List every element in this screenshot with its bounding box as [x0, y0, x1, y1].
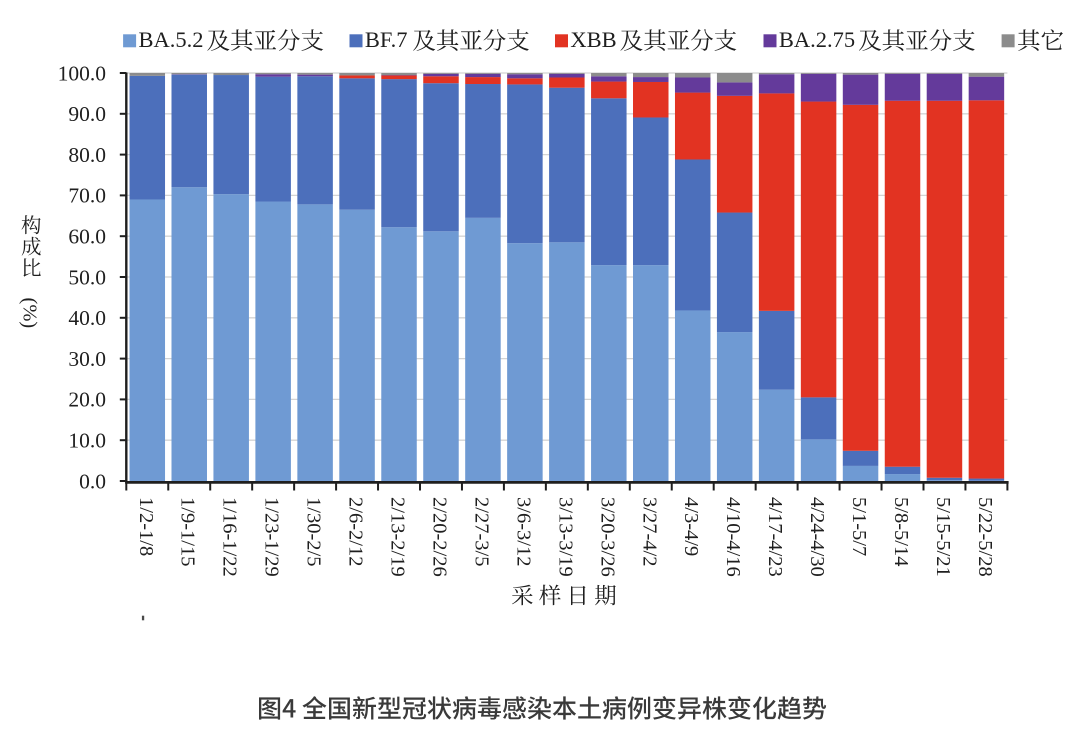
- svg-text:70.0: 70.0: [68, 184, 106, 208]
- svg-text:BA.2.75: BA.2.75: [779, 27, 855, 52]
- svg-text:20.0: 20.0: [68, 388, 106, 412]
- svg-text:BF.7: BF.7: [365, 27, 408, 52]
- svg-text:4/3-4/9: 4/3-4/9: [680, 497, 702, 556]
- svg-text:2/6-2/12: 2/6-2/12: [345, 497, 367, 566]
- svg-text:0.0: 0.0: [79, 469, 106, 493]
- svg-text:80.0: 80.0: [68, 143, 106, 167]
- svg-text:5/1-5/7: 5/1-5/7: [848, 497, 870, 556]
- svg-text:3/13-3/19: 3/13-3/19: [554, 497, 576, 577]
- svg-text:2/20-2/26: 2/20-2/26: [429, 497, 451, 577]
- svg-text:3/27-4/2: 3/27-4/2: [638, 497, 660, 566]
- svg-text:2/13-2/19: 2/13-2/19: [387, 497, 409, 577]
- svg-text:1/9-1/15: 1/9-1/15: [177, 497, 199, 566]
- svg-text:1/2-1/8: 1/2-1/8: [135, 497, 157, 556]
- svg-text:2/27-3/5: 2/27-3/5: [470, 497, 492, 566]
- svg-text:XBB: XBB: [570, 27, 616, 52]
- svg-text:40.0: 40.0: [68, 306, 106, 330]
- svg-text:1/30-2/5: 1/30-2/5: [303, 497, 325, 566]
- svg-text:60.0: 60.0: [68, 225, 106, 249]
- svg-text:100.0: 100.0: [58, 61, 106, 85]
- svg-text:90.0: 90.0: [68, 102, 106, 126]
- svg-text:1/23-1/29: 1/23-1/29: [261, 497, 283, 577]
- svg-text:5/22-5/28: 5/22-5/28: [974, 497, 996, 577]
- svg-text:1/16-1/22: 1/16-1/22: [219, 497, 241, 577]
- svg-text:3/20-3/26: 3/20-3/26: [596, 497, 618, 577]
- svg-text:4/24-4/30: 4/24-4/30: [806, 497, 828, 577]
- svg-text:10.0: 10.0: [68, 429, 106, 453]
- svg-text:4/10-4/16: 4/10-4/16: [722, 497, 744, 577]
- svg-text:BA.5.2: BA.5.2: [139, 27, 204, 52]
- svg-text:(%): (%): [19, 298, 41, 329]
- svg-text:5/15-5/21: 5/15-5/21: [932, 497, 954, 577]
- svg-text:4/17-4/23: 4/17-4/23: [764, 497, 786, 577]
- svg-text:5/8-5/14: 5/8-5/14: [890, 497, 912, 566]
- svg-text:50.0: 50.0: [68, 265, 106, 289]
- svg-text:30.0: 30.0: [68, 347, 106, 371]
- svg-text:3/6-3/12: 3/6-3/12: [512, 497, 534, 566]
